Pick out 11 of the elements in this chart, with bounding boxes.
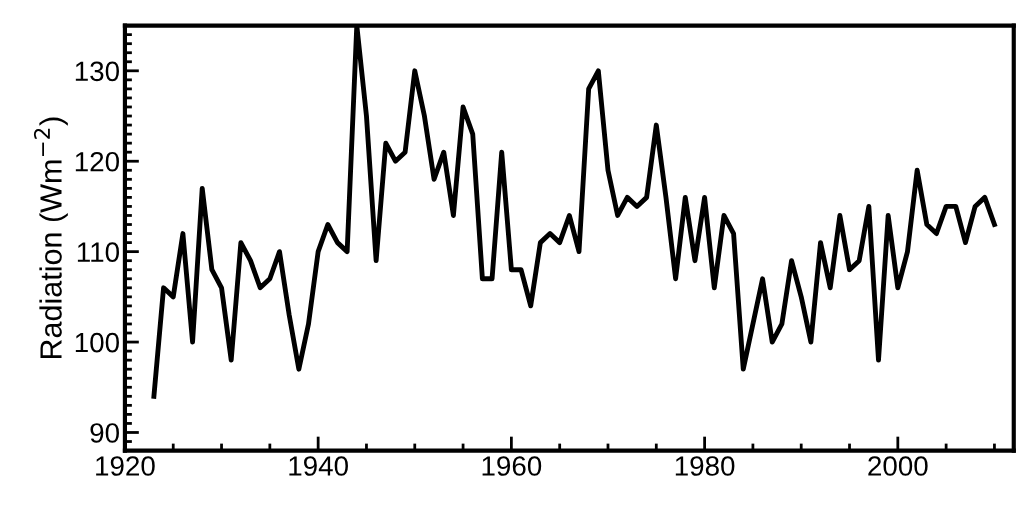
x-tick-label: 1960 xyxy=(482,456,542,476)
x-tick-label: 1920 xyxy=(96,456,155,476)
y-tick-label: 90 xyxy=(90,423,119,443)
x-tick-label: 1940 xyxy=(289,456,348,476)
x-tick-label: 1980 xyxy=(675,456,735,476)
y-tick-label: 120 xyxy=(75,151,119,172)
y-tick-label: 110 xyxy=(77,242,119,262)
y-axis-title: Radiation (Wm$^{−2}$) xyxy=(33,117,68,359)
y-tick-label: 100 xyxy=(75,332,119,353)
y-tick-label: 130 xyxy=(75,61,119,82)
x-tick-label: 2000 xyxy=(868,456,928,476)
